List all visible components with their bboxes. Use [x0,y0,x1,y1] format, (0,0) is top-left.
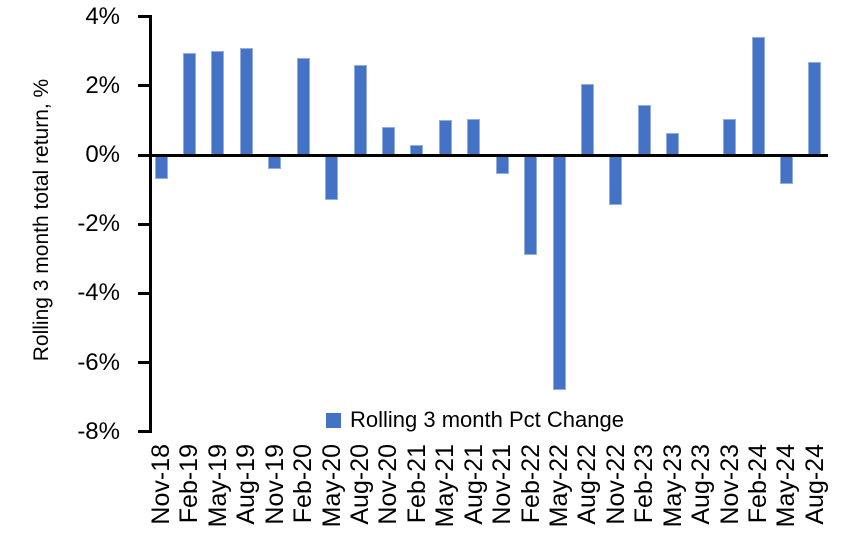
bar-Aug-20 [353,65,367,155]
y-tick-label: -8% [77,417,120,445]
y-tick-label: 4% [85,2,120,30]
legend-marker-icon [326,412,341,428]
x-axis-label: Nov-20 [374,444,403,525]
y-tick-mark [138,84,151,88]
legend: Rolling 3 month Pct Change [326,408,624,432]
y-tick-mark [138,361,151,365]
x-axis-label: Aug-24 [800,444,829,525]
y-tick-mark [138,222,151,226]
x-axis-label: Aug-20 [346,444,374,525]
x-axis-label: Feb-20 [289,444,318,524]
x-axis-label: Feb-23 [630,444,659,524]
bar-Feb-23 [637,104,651,155]
y-tick-mark [138,15,151,19]
bar-Aug-22 [580,84,594,155]
x-axis-label: Aug-21 [459,444,488,525]
y-tick-label: -2% [77,210,120,238]
bar-May-24 [779,155,793,185]
y-tick-label: -4% [77,279,120,307]
x-axis-label: Nov-22 [601,444,630,525]
bar-Feb-20 [296,58,310,155]
bar-Feb-24 [751,37,765,155]
x-axis-label: Nov-19 [260,444,289,525]
x-axis-label: May-24 [772,444,801,528]
x-axis-label: May-23 [658,444,687,528]
bar-Nov-22 [609,155,623,206]
x-axis-label: Nov-21 [488,444,517,525]
x-axis-label: Feb-24 [744,444,773,524]
y-tick-label: 2% [85,71,120,99]
x-axis-label: Feb-19 [175,444,204,524]
bar-Aug-21 [467,118,481,155]
x-axis-label: May-22 [545,444,574,528]
bar-May-19 [211,51,225,155]
y-tick-mark [138,291,151,295]
x-axis-label: Aug-22 [573,444,602,525]
y-tick-mark [138,430,151,434]
y-tick-label: 0% [85,141,120,168]
bar-Nov-23 [723,118,737,155]
x-axis-label: May-19 [203,444,232,528]
bar-May-20 [325,155,339,200]
x-axis-label: Feb-22 [516,444,545,524]
bar-Nov-20 [381,127,395,155]
bar-May-21 [438,120,452,155]
x-axis-label: May-21 [431,444,460,528]
x-axis-zero-line [149,153,828,157]
x-axis-label: Aug-23 [687,444,716,525]
y-tick-label: -6% [77,348,120,376]
bar-Nov-19 [268,155,282,169]
x-axis-label: Nov-18 [147,444,175,525]
legend-label: Rolling 3 month Pct Change [350,407,624,432]
bar-Aug-24 [808,61,822,155]
x-axis-label: Nov-23 [715,444,744,525]
x-axis-label: May-20 [317,444,346,528]
bar-Feb-19 [182,52,196,155]
x-axis-label: Aug-19 [232,444,261,525]
x-axis-label: Feb-21 [402,444,431,524]
y-tick-mark [138,153,151,157]
bar-Nov-21 [495,155,509,175]
bar-May-22 [552,155,566,391]
bar-May-23 [666,132,680,155]
bar-Nov-18 [154,155,168,180]
bar-Feb-22 [524,155,538,256]
bar-Aug-19 [239,47,253,155]
